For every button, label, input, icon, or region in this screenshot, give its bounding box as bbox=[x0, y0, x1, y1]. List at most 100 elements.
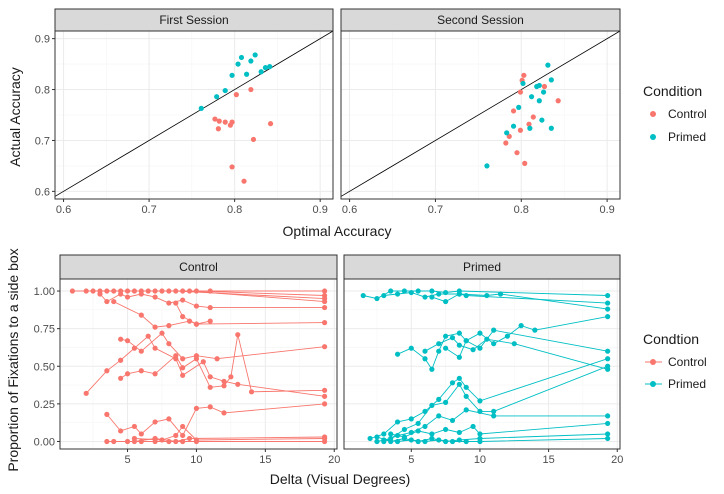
data-point-primed bbox=[548, 77, 554, 83]
data-point-primed bbox=[235, 61, 241, 67]
data-point-control bbox=[83, 390, 89, 396]
data-point-control bbox=[321, 304, 328, 311]
data-point-primed bbox=[477, 330, 483, 336]
data-point-primed bbox=[527, 125, 533, 131]
data-point-control bbox=[510, 108, 517, 114]
data-point-control bbox=[118, 357, 124, 363]
data-point-control bbox=[214, 356, 220, 362]
data-point-control bbox=[200, 359, 206, 365]
panel-top-second-session: Second Session 0.6 0.7 0.8 0.9 bbox=[340, 8, 621, 216]
top-legend-label-primed: Primed bbox=[668, 130, 706, 144]
data-point-control bbox=[229, 164, 235, 170]
data-point-primed bbox=[605, 356, 611, 362]
data-point-control bbox=[83, 288, 89, 294]
data-point-primed bbox=[449, 438, 456, 445]
data-point-control bbox=[145, 333, 151, 339]
data-point-primed bbox=[401, 288, 408, 294]
data-point-primed bbox=[605, 420, 611, 427]
data-point-primed bbox=[463, 384, 469, 390]
data-point-primed bbox=[443, 298, 449, 305]
data-point-primed bbox=[436, 413, 442, 419]
y-tick-label: 0.8 bbox=[35, 85, 50, 97]
data-point-primed bbox=[477, 431, 483, 437]
panel-data bbox=[69, 288, 328, 445]
y-tick-label: 0.25 bbox=[34, 399, 55, 411]
data-point-control bbox=[321, 393, 328, 399]
data-point-control bbox=[131, 288, 138, 294]
data-point-primed bbox=[477, 345, 483, 351]
data-point-control bbox=[104, 368, 110, 374]
data-point-control bbox=[321, 401, 328, 407]
data-point-control bbox=[124, 371, 131, 377]
data-point-control bbox=[526, 121, 532, 127]
data-point-primed bbox=[408, 345, 414, 351]
data-point-control bbox=[159, 330, 165, 336]
data-point-primed bbox=[491, 327, 497, 333]
panel-bottom-control: Control 5 10 15 20 0.00 0.25 0.50 0.75 1.00 bbox=[34, 254, 340, 466]
x-tick-label: 10 bbox=[474, 454, 486, 466]
facet-strip-label: Primed bbox=[463, 260, 501, 274]
bottom-legend-key-primed bbox=[650, 381, 656, 387]
x-tick-label: 10 bbox=[190, 454, 202, 466]
data-point-primed bbox=[456, 429, 462, 436]
data-point-primed bbox=[497, 291, 504, 297]
data-point-control bbox=[180, 314, 186, 320]
panel-bottom-primed: Primed 5 10 15 20 bbox=[343, 254, 623, 466]
data-point-control bbox=[166, 438, 172, 445]
data-point-primed bbox=[238, 54, 245, 61]
data-point-control bbox=[97, 291, 103, 297]
top-legend-title: Condition bbox=[643, 83, 702, 99]
data-point-control bbox=[138, 438, 144, 445]
data-point-primed bbox=[258, 69, 264, 75]
data-point-primed bbox=[244, 71, 250, 77]
data-point-primed bbox=[491, 413, 497, 419]
data-point-primed bbox=[388, 288, 394, 294]
data-point-control bbox=[131, 423, 138, 430]
data-point-primed bbox=[422, 438, 428, 445]
data-point-primed bbox=[545, 62, 551, 68]
data-point-primed bbox=[605, 314, 611, 320]
panel-top-first-session: First Session 0.6 0.7 0.8 0.9 0.6 0.7 0.8 0.9 bbox=[35, 8, 334, 216]
data-point-primed bbox=[456, 291, 462, 297]
data-point-primed bbox=[388, 438, 394, 445]
data-point-control bbox=[221, 383, 227, 389]
data-point-control bbox=[124, 294, 131, 300]
data-point-primed bbox=[605, 300, 611, 306]
data-point-primed bbox=[539, 117, 545, 123]
bottom-legend: Condtion Control Primed bbox=[643, 331, 707, 391]
x-tick-label: 15 bbox=[259, 454, 271, 466]
data-point-control bbox=[541, 83, 548, 90]
top-x-axis-title: Optimal Accuracy bbox=[283, 223, 392, 239]
x-tick-label: 0.8 bbox=[227, 204, 242, 216]
data-point-primed bbox=[394, 419, 401, 425]
data-point-control bbox=[267, 121, 274, 127]
data-point-control bbox=[111, 298, 117, 305]
panel-data bbox=[55, 31, 333, 197]
data-point-control bbox=[221, 410, 227, 416]
panel-border bbox=[343, 278, 621, 450]
y-tick-label: 0.00 bbox=[34, 436, 55, 448]
data-point-primed bbox=[536, 98, 542, 104]
panel-border bbox=[54, 30, 334, 200]
data-point-control bbox=[212, 116, 218, 122]
y-tick-label: 0.6 bbox=[35, 186, 50, 198]
data-point-primed bbox=[449, 380, 456, 386]
y-tick-label: 0.9 bbox=[35, 34, 50, 46]
data-point-control bbox=[216, 118, 222, 124]
data-point-control bbox=[173, 353, 179, 359]
data-point-control bbox=[166, 300, 172, 306]
data-point-control bbox=[207, 404, 213, 410]
data-point-primed bbox=[394, 351, 401, 357]
data-point-control bbox=[193, 356, 200, 362]
data-point-primed bbox=[267, 64, 273, 70]
data-point-primed bbox=[484, 292, 490, 299]
data-point-primed bbox=[381, 292, 387, 299]
data-point-control bbox=[233, 92, 239, 98]
data-point-primed bbox=[381, 437, 387, 443]
data-point-primed bbox=[415, 288, 421, 294]
data-point-primed bbox=[477, 438, 483, 445]
data-point-primed bbox=[605, 292, 611, 299]
data-point-primed bbox=[422, 423, 428, 430]
data-point-primed bbox=[463, 438, 469, 445]
x-tick-label: 0.8 bbox=[514, 204, 529, 216]
